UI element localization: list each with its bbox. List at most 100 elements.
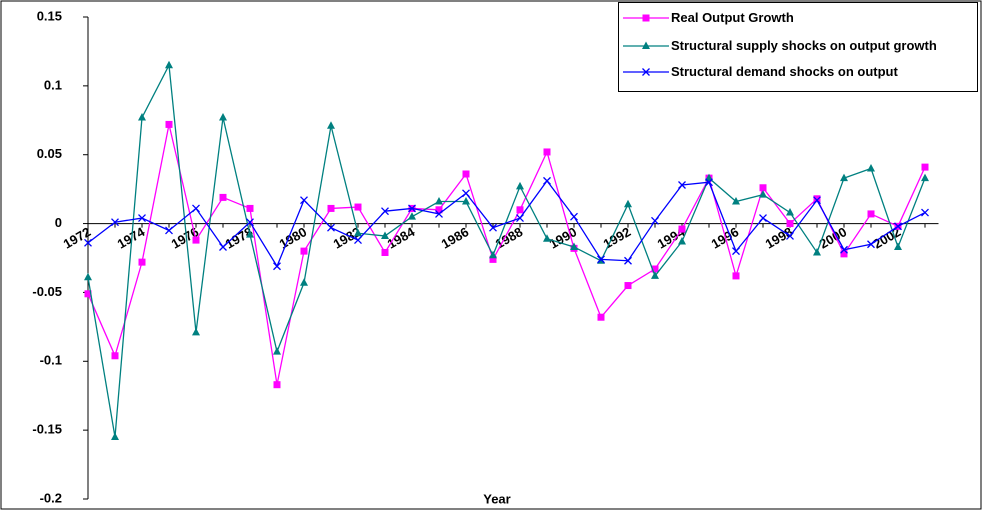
marker — [894, 222, 902, 231]
marker — [642, 41, 650, 49]
marker — [246, 218, 254, 227]
y-tick-label: 0.1 — [44, 77, 62, 92]
y-tick-label: -0.15 — [32, 422, 62, 437]
marker — [786, 208, 794, 216]
marker — [165, 226, 173, 235]
marker — [381, 248, 389, 256]
marker — [732, 197, 740, 205]
y-tick-label: -0.1 — [40, 353, 62, 368]
marker — [219, 243, 227, 251]
marker — [840, 173, 848, 182]
marker — [246, 204, 254, 212]
marker — [678, 181, 686, 189]
marker — [165, 120, 173, 128]
legend-label: Structural supply shocks on output growt… — [671, 38, 937, 53]
marker — [570, 242, 578, 250]
series-line — [87, 179, 926, 268]
marker — [813, 247, 821, 256]
marker — [192, 204, 200, 213]
series-line — [87, 124, 926, 385]
legend-label: Structural demand shocks on output — [671, 64, 898, 79]
marker — [759, 214, 767, 223]
marker — [246, 230, 254, 238]
legend-label: Real Output Growth — [671, 10, 794, 25]
legend-swatch — [623, 41, 669, 49]
marker — [489, 255, 497, 263]
marker — [705, 178, 713, 187]
marker — [354, 236, 362, 245]
marker — [138, 113, 146, 121]
marker — [273, 381, 281, 389]
marker — [921, 163, 929, 171]
legend-swatch — [623, 68, 669, 76]
marker — [219, 193, 227, 201]
marker — [516, 214, 524, 223]
marker — [678, 236, 686, 245]
marker — [516, 206, 524, 214]
marker — [678, 225, 686, 233]
marker — [165, 60, 173, 69]
marker — [111, 432, 119, 441]
marker — [408, 204, 416, 213]
marker — [705, 173, 713, 182]
marker — [651, 271, 659, 279]
marker — [543, 176, 551, 185]
marker — [867, 240, 875, 249]
marker — [840, 250, 848, 258]
marker — [219, 113, 227, 121]
marker — [327, 223, 335, 232]
series-line — [87, 62, 926, 438]
x-tick-label: 1988 — [493, 224, 526, 251]
marker — [543, 148, 551, 156]
marker — [894, 242, 902, 250]
y-tick-label: 0 — [55, 215, 62, 230]
marker — [489, 250, 497, 259]
marker — [813, 196, 821, 205]
marker — [624, 256, 632, 265]
marker — [786, 232, 794, 240]
y-tick-label: 0.15 — [37, 8, 62, 23]
x-axis-title: Year — [483, 491, 510, 506]
marker — [624, 199, 632, 208]
marker — [651, 265, 659, 273]
marker — [273, 347, 281, 355]
marker — [867, 163, 875, 172]
marker — [84, 272, 92, 281]
marker — [300, 196, 308, 205]
marker — [354, 203, 362, 211]
marker — [642, 14, 650, 22]
marker — [570, 212, 578, 221]
marker — [516, 181, 524, 190]
marker — [84, 290, 92, 298]
marker — [435, 209, 443, 218]
marker — [759, 190, 767, 198]
marker — [138, 258, 146, 266]
marker — [642, 68, 650, 76]
marker — [867, 210, 875, 218]
marker — [597, 313, 605, 321]
marker — [435, 197, 443, 205]
marker — [300, 278, 308, 286]
legend-swatch — [623, 14, 669, 22]
marker — [354, 228, 362, 237]
marker — [192, 327, 200, 336]
marker — [273, 262, 281, 271]
marker — [813, 195, 821, 203]
marker — [138, 214, 146, 223]
x-tick-label: 1982 — [331, 224, 364, 251]
marker — [543, 234, 551, 242]
marker — [462, 170, 470, 178]
marker — [84, 238, 92, 247]
x-tick-label: 1984 — [385, 224, 418, 252]
marker — [624, 282, 632, 290]
y-tick-label: 0.05 — [37, 146, 62, 161]
marker — [732, 272, 740, 280]
marker — [300, 247, 308, 255]
marker — [435, 206, 443, 214]
marker — [840, 245, 848, 254]
marker — [327, 121, 335, 129]
marker — [111, 352, 119, 360]
marker — [921, 208, 929, 217]
marker — [732, 247, 740, 256]
